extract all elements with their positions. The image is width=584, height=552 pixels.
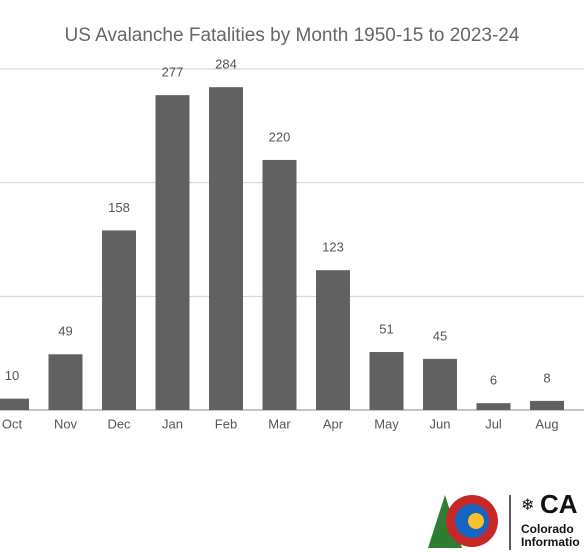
x-tick-label: Jan bbox=[162, 416, 183, 431]
logo-snowflake: ❄ bbox=[521, 497, 534, 514]
x-tick-label: Dec bbox=[107, 416, 131, 431]
chart-title: US Avalanche Fatalities by Month 1950-15… bbox=[65, 25, 520, 46]
bar bbox=[262, 159, 297, 410]
x-tick-label: Jul bbox=[485, 416, 502, 431]
logo-line: Colorado bbox=[521, 522, 574, 536]
bar bbox=[155, 95, 190, 410]
bar bbox=[423, 358, 457, 410]
value-label: 45 bbox=[433, 328, 447, 343]
bar bbox=[0, 398, 29, 410]
value-label: 158 bbox=[108, 200, 130, 215]
value-label: 8 bbox=[543, 370, 550, 385]
logo-mark: CA bbox=[540, 489, 578, 519]
x-tick-label: Oct bbox=[2, 416, 23, 431]
x-tick-label: May bbox=[374, 416, 399, 431]
bar bbox=[209, 87, 243, 410]
value-label: 284 bbox=[215, 57, 237, 72]
bar bbox=[369, 352, 404, 410]
value-label: 123 bbox=[322, 240, 344, 255]
value-label: 51 bbox=[379, 321, 393, 336]
bar bbox=[48, 354, 83, 410]
logo: ❄ CA Colorado Informatio bbox=[428, 489, 580, 550]
value-label: 220 bbox=[269, 129, 291, 144]
value-label: 10 bbox=[5, 368, 19, 383]
logo-line: Informatio bbox=[521, 535, 580, 549]
x-tick-label: Feb bbox=[215, 416, 237, 431]
x-tick-label: Mar bbox=[268, 416, 291, 431]
bar bbox=[316, 270, 350, 410]
x-tick-label: Aug bbox=[535, 416, 558, 431]
bar bbox=[476, 403, 511, 410]
value-label: 277 bbox=[162, 65, 184, 80]
bar bbox=[530, 400, 564, 410]
value-label: 6 bbox=[490, 373, 497, 388]
x-tick-label: Nov bbox=[54, 416, 78, 431]
x-tick-label: Apr bbox=[323, 416, 344, 431]
logo-sun bbox=[468, 513, 484, 529]
x-tick-label: Jun bbox=[430, 416, 451, 431]
bar bbox=[102, 230, 136, 410]
value-label: 49 bbox=[58, 324, 72, 339]
